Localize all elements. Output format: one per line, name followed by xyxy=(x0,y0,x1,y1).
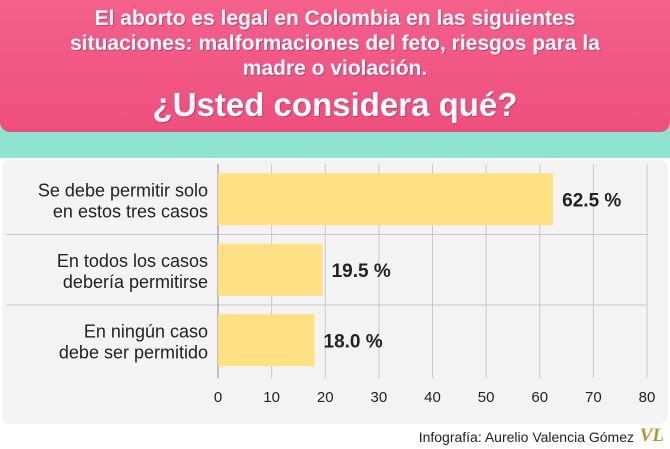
x-tick-label: 60 xyxy=(531,389,548,406)
value-label: 62.5 % xyxy=(562,190,621,211)
bars xyxy=(218,173,554,367)
publisher-logo: VL xyxy=(639,425,664,446)
value-label: 18.0 % xyxy=(324,331,383,352)
chart-panel: Se debe permitir solo en estos tres casos… xyxy=(2,160,668,424)
bar xyxy=(218,173,554,226)
category-label-line: debe ser permitido xyxy=(59,342,208,362)
question-line: madre o violación. xyxy=(242,57,428,80)
question-line: situaciones: malformaciones del feto, ri… xyxy=(70,32,600,55)
subquestion-title: ¿Usted considera qué? xyxy=(152,86,518,123)
category-label: En ningún caso debe ser permitido xyxy=(59,321,208,362)
category-labels: Se debe permitir solo en estos tres casos… xyxy=(38,180,208,362)
x-tick-label: 20 xyxy=(317,389,334,406)
x-tick-label: 10 xyxy=(263,389,280,406)
category-label-line: debería permitirse xyxy=(63,272,208,292)
x-tick-label: 50 xyxy=(478,389,495,406)
bar xyxy=(218,314,315,367)
x-tick-label: 80 xyxy=(639,389,656,406)
question-line: El aborto es legal en Colombia en las si… xyxy=(94,7,576,30)
x-tick-label: 0 xyxy=(214,389,222,406)
category-label-line: En ningún caso xyxy=(84,321,208,341)
bar xyxy=(218,243,323,296)
category-label-line: en estos tres casos xyxy=(53,201,208,221)
category-label-line: En todos los casos xyxy=(57,251,208,271)
axis-tick-labels: 0 10 20 30 40 50 60 70 80 xyxy=(214,389,656,406)
bar-chart: Se debe permitir solo en estos tres casos… xyxy=(6,164,656,406)
category-label-line: Se debe permitir solo xyxy=(38,180,208,200)
category-label: En todos los casos debería permitirse xyxy=(57,251,208,292)
header-banner: El aborto es legal en Colombia en las si… xyxy=(0,0,670,132)
x-tick-label: 30 xyxy=(371,389,388,406)
value-label: 19.5 % xyxy=(332,261,391,282)
value-labels: 62.5 % 19.5 % 18.0 % xyxy=(324,190,622,352)
question-text: El aborto es legal en Colombia en las si… xyxy=(0,6,670,81)
x-tick-label: 40 xyxy=(424,389,441,406)
x-tick-label: 70 xyxy=(585,389,602,406)
category-label: Se debe permitir solo en estos tres casos xyxy=(38,180,208,221)
credit-text: Infografía: Aurelio Valencia Gómez xyxy=(418,429,634,445)
